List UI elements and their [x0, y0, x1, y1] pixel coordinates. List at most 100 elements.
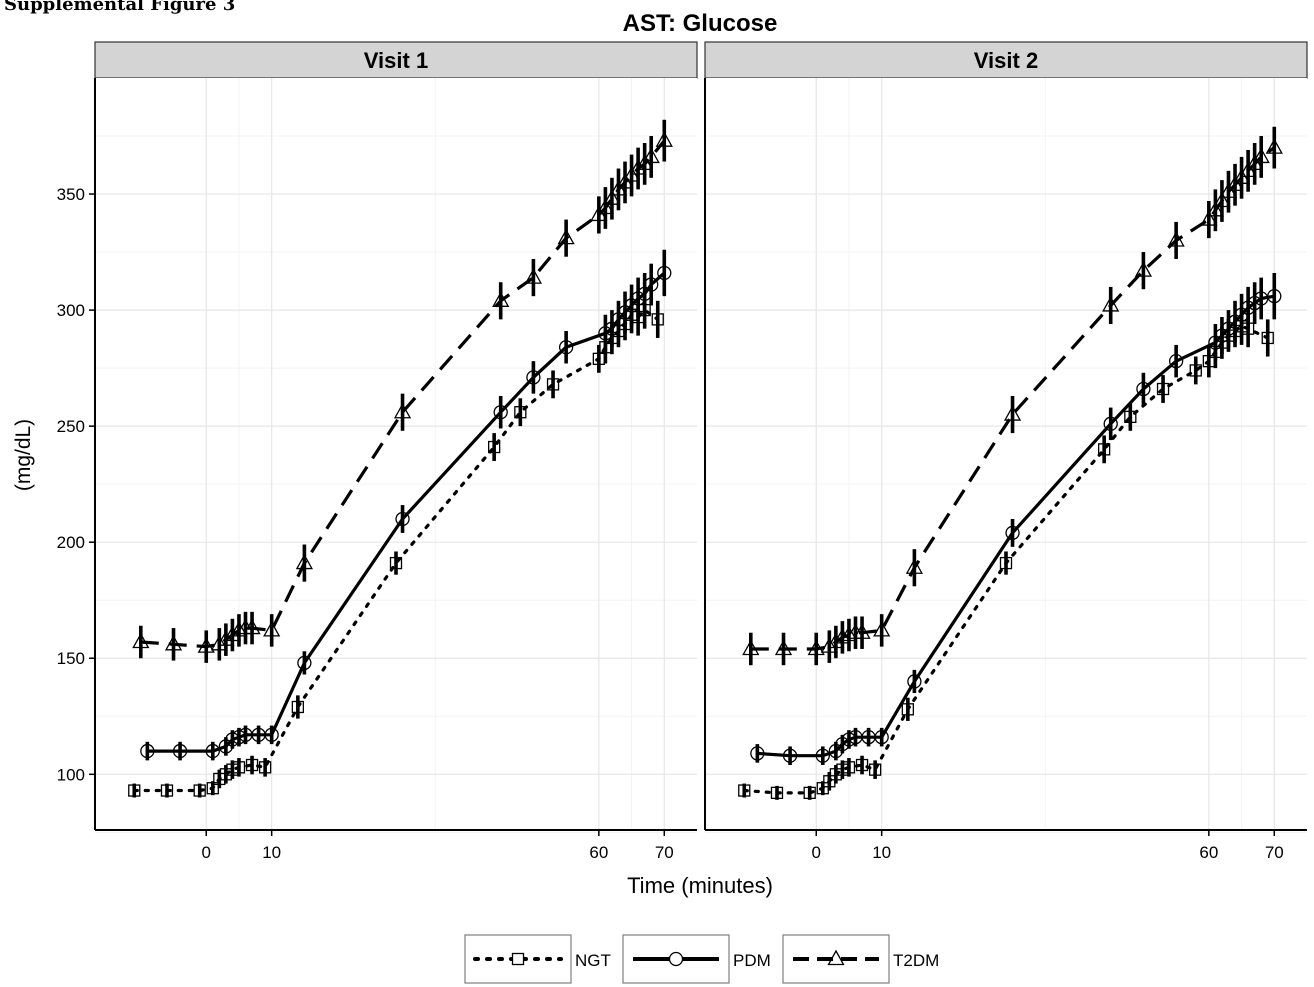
data-point — [1167, 231, 1185, 247]
x-tick-label: 10 — [262, 843, 281, 862]
x-tick-label: 60 — [589, 843, 608, 862]
data-point — [770, 786, 784, 800]
data-point — [827, 632, 845, 649]
data-point — [295, 553, 313, 570]
x-tick-label: 0 — [812, 843, 821, 862]
data-point — [258, 761, 272, 774]
data-point — [742, 639, 760, 656]
y-tick-label: 150 — [57, 649, 85, 668]
data-point — [223, 625, 242, 642]
plot-area — [705, 78, 1307, 830]
data-point — [596, 198, 614, 215]
y-tick-label: 100 — [57, 765, 85, 784]
legend-label: T2DM — [893, 951, 939, 970]
figure-caption: Supplemental Figure 3 — [4, 0, 236, 15]
data-point — [1098, 443, 1111, 456]
data-point — [774, 639, 793, 656]
data-point — [546, 378, 560, 391]
x-axis-label: Time (minutes) — [627, 873, 773, 898]
data-point — [655, 131, 673, 147]
data-point — [263, 621, 281, 637]
data-point — [1261, 331, 1274, 345]
data-point — [629, 159, 647, 175]
data-point — [193, 784, 206, 797]
data-point — [1200, 210, 1218, 226]
data-point — [1267, 289, 1282, 304]
data-point — [853, 623, 871, 639]
legend-item-pdm: PDM — [622, 934, 771, 984]
data-point — [907, 674, 922, 689]
data-point — [1213, 191, 1231, 208]
data-point — [651, 313, 664, 326]
data-point — [291, 700, 304, 714]
panel-strip-label: Visit 2 — [974, 48, 1038, 73]
data-point — [210, 634, 228, 651]
data-point — [217, 630, 235, 646]
data-point — [197, 637, 215, 653]
data-point — [750, 746, 765, 761]
data-point — [1134, 261, 1153, 277]
data-point — [1168, 354, 1184, 369]
data-point — [1136, 381, 1151, 397]
panel-strip — [704, 41, 1308, 79]
x-tick-label: 0 — [202, 843, 211, 862]
data-point — [1005, 525, 1020, 541]
data-point — [642, 147, 660, 164]
data-point — [657, 265, 672, 281]
y-tick-label: 250 — [57, 417, 85, 436]
series-pdm — [140, 249, 672, 761]
x-tick-label: 70 — [655, 843, 674, 862]
series-t2dm — [132, 119, 673, 663]
data-point — [833, 628, 852, 644]
data-point — [1102, 296, 1120, 312]
legend: NGT PDM T2DM — [464, 934, 939, 984]
data-point — [492, 291, 510, 307]
data-point — [172, 743, 188, 759]
plot-area — [95, 78, 697, 830]
legend-label: NGT — [575, 951, 611, 970]
data-point — [245, 758, 259, 772]
chart-title: AST: Glucose — [623, 10, 778, 37]
data-point — [514, 406, 527, 419]
legend-label: PDM — [733, 951, 771, 970]
data-point — [644, 277, 659, 292]
data-point — [264, 727, 279, 742]
data-point — [820, 637, 838, 653]
series-pdm — [750, 272, 1282, 766]
panel-strip-label: Visit 1 — [364, 48, 428, 73]
data-point — [160, 784, 174, 797]
x-tick-label: 60 — [1199, 843, 1218, 862]
y-tick-label: 200 — [57, 533, 85, 552]
data-point — [1103, 416, 1118, 431]
data-point — [389, 556, 403, 570]
data-point — [840, 625, 858, 642]
data-point — [815, 748, 830, 763]
data-point — [874, 730, 889, 745]
data-point — [1156, 382, 1170, 396]
data-point — [1003, 405, 1022, 421]
legend-item-t2dm: T2DM — [782, 934, 939, 984]
data-point — [205, 743, 220, 759]
y-tick-label: 300 — [57, 301, 85, 320]
data-point — [855, 758, 869, 772]
data-point — [999, 556, 1013, 570]
y-tick-label: 350 — [57, 185, 85, 204]
data-point — [557, 228, 575, 245]
data-point — [868, 763, 882, 776]
data-point — [905, 558, 923, 574]
data-point — [128, 784, 141, 797]
data-point — [493, 405, 508, 420]
data-point — [842, 761, 856, 774]
data-point — [1252, 147, 1270, 164]
data-point — [393, 402, 412, 419]
data-point — [1189, 364, 1202, 377]
data-point — [782, 748, 798, 763]
legend-marker — [827, 949, 845, 966]
data-point — [901, 703, 914, 716]
data-point — [803, 786, 816, 800]
legend-marker — [511, 952, 525, 966]
data-point — [140, 743, 155, 759]
data-point — [395, 511, 410, 527]
panel-2: Visit 2 0 10 60 70 — [704, 41, 1308, 862]
